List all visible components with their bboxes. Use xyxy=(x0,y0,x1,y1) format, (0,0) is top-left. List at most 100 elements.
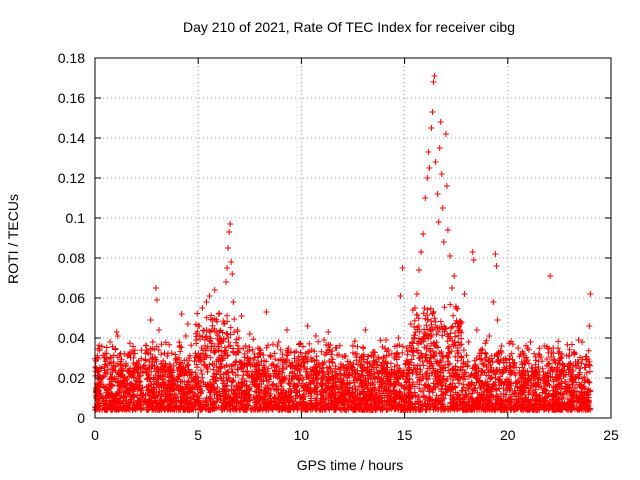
plot-frame xyxy=(94,57,612,419)
data-point xyxy=(193,337,200,343)
data-point xyxy=(469,249,476,255)
data-point xyxy=(182,333,189,339)
data-point xyxy=(453,305,460,311)
data-point xyxy=(370,349,377,355)
data-point xyxy=(321,337,328,343)
data-point xyxy=(337,371,344,377)
data-point xyxy=(430,79,437,85)
data-point xyxy=(116,383,123,389)
y-tick-label: 0.06 xyxy=(58,290,85,306)
x-tick-label: 10 xyxy=(294,427,310,443)
x-axis-title: GPS time / hours xyxy=(297,457,404,473)
data-point xyxy=(255,345,262,351)
data-point xyxy=(135,361,142,367)
data-point xyxy=(438,171,445,177)
data-point xyxy=(435,219,442,225)
data-point xyxy=(397,293,404,299)
data-point xyxy=(176,343,183,349)
data-point xyxy=(391,355,398,361)
data-point xyxy=(451,273,458,279)
data-point xyxy=(425,149,432,155)
data-point xyxy=(119,363,126,369)
data-point xyxy=(498,343,505,349)
data-point xyxy=(416,267,423,273)
y-tick-label: 0.14 xyxy=(58,130,85,146)
data-point xyxy=(420,231,427,237)
data-point xyxy=(436,145,443,151)
data-point xyxy=(437,119,444,125)
data-point xyxy=(341,353,348,359)
data-point xyxy=(217,339,224,345)
data-point xyxy=(447,253,454,259)
data-point xyxy=(378,363,385,369)
data-point xyxy=(473,327,480,333)
data-point xyxy=(238,313,245,319)
data-point xyxy=(211,287,218,293)
data-point xyxy=(242,343,249,349)
data-point xyxy=(550,345,557,351)
data-point xyxy=(579,339,586,345)
data-point xyxy=(246,331,253,337)
data-point xyxy=(465,339,472,345)
data-point xyxy=(110,359,117,365)
data-point xyxy=(224,265,231,271)
data-point xyxy=(230,299,237,305)
data-point xyxy=(374,379,381,385)
data-point xyxy=(523,357,530,363)
data-point xyxy=(493,263,500,269)
data-point xyxy=(325,329,332,335)
data-point xyxy=(442,131,449,137)
data-point xyxy=(213,329,220,335)
data-point xyxy=(153,297,160,303)
data-point xyxy=(424,175,431,181)
x-tick-label: 25 xyxy=(603,427,619,443)
data-point xyxy=(362,327,369,333)
data-point xyxy=(477,347,484,353)
y-tick-label: 0 xyxy=(77,410,85,426)
data-point xyxy=(168,379,175,385)
data-point xyxy=(418,249,425,255)
chart-title: Day 210 of 2021, Rate Of TEC Index for r… xyxy=(183,19,515,35)
data-point xyxy=(312,333,319,339)
data-point xyxy=(403,345,410,351)
data-point xyxy=(515,345,522,351)
y-axis-title: ROTI / TECUs xyxy=(5,194,21,284)
y-tick-label: 0.1 xyxy=(66,210,86,226)
data-point xyxy=(155,327,162,333)
data-point xyxy=(440,239,447,245)
x-tick-label: 20 xyxy=(500,427,516,443)
data-point xyxy=(164,353,171,359)
data-point xyxy=(267,353,274,359)
data-point xyxy=(494,317,501,323)
data-point xyxy=(228,259,235,265)
data-point xyxy=(107,371,114,377)
data-point xyxy=(502,367,509,373)
data-point xyxy=(296,341,303,347)
data-point xyxy=(275,339,282,345)
data-point xyxy=(439,205,446,211)
data-point xyxy=(444,227,451,233)
data-point xyxy=(574,373,581,379)
data-point xyxy=(149,339,156,345)
data-point xyxy=(147,317,154,323)
data-point xyxy=(531,369,538,375)
data-point xyxy=(206,293,213,299)
data-point xyxy=(308,347,315,353)
data-point xyxy=(535,351,542,357)
data-point xyxy=(492,251,499,257)
data-point xyxy=(113,329,120,335)
data-point xyxy=(250,357,257,363)
data-point xyxy=(358,359,365,365)
data-point xyxy=(178,311,185,317)
data-point xyxy=(429,109,436,115)
data-point xyxy=(304,323,311,329)
data-point xyxy=(422,195,429,201)
data-point xyxy=(316,363,323,369)
data-point xyxy=(586,323,593,329)
data-point xyxy=(431,73,438,79)
data-point xyxy=(366,369,373,375)
data-point xyxy=(288,349,295,355)
data-point xyxy=(227,221,234,227)
data-point xyxy=(95,367,102,373)
